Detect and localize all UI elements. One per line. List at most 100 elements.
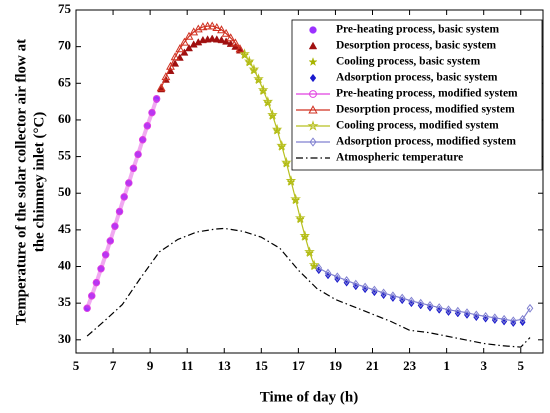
x-tick-label: 5 — [73, 358, 80, 373]
marker — [307, 120, 319, 131]
y-axis-label: the chimney inlet (°C) — [31, 112, 47, 253]
marker — [262, 96, 274, 107]
marker — [482, 311, 489, 321]
marker — [309, 137, 317, 147]
legend-label: Cooling process, basic system — [336, 56, 481, 68]
y-tick-label: 70 — [58, 38, 71, 53]
marker — [445, 305, 452, 315]
marker — [380, 288, 387, 298]
marker — [212, 22, 222, 31]
marker — [184, 31, 194, 40]
marker — [230, 38, 240, 47]
marker — [248, 63, 260, 74]
marker — [143, 122, 152, 130]
marker — [309, 73, 317, 83]
y-tick-label: 40 — [58, 258, 71, 273]
marker — [243, 55, 255, 66]
marker — [175, 44, 185, 53]
marker — [304, 246, 315, 257]
marker — [120, 193, 128, 201]
marker — [156, 83, 166, 92]
marker — [309, 90, 317, 98]
marker — [472, 310, 480, 320]
legend-label: Desorption process, modified system — [336, 104, 515, 116]
legend-label: Atmospheric temperature — [336, 152, 463, 164]
marker — [257, 84, 269, 95]
marker — [308, 41, 318, 50]
legend-label: Adsorption process, basic system — [336, 72, 498, 84]
marker — [179, 37, 189, 46]
marker — [267, 109, 278, 120]
marker — [226, 33, 236, 42]
marker — [106, 237, 115, 245]
marker — [88, 292, 96, 300]
x-tick-label: 19 — [329, 358, 343, 373]
marker — [361, 282, 369, 292]
marker — [111, 222, 119, 230]
marker — [125, 179, 133, 187]
legend-label: Adsorption process, modified system — [336, 136, 516, 148]
marker — [134, 150, 142, 159]
series-line — [318, 267, 531, 322]
marker — [203, 21, 213, 30]
series-line — [85, 98, 159, 310]
x-tick-label: 13 — [218, 358, 232, 373]
legend-label: Cooling process, modified system — [336, 120, 499, 132]
marker — [509, 316, 517, 326]
marker — [97, 264, 105, 273]
y-tick-label: 35 — [58, 294, 72, 309]
marker — [276, 139, 288, 151]
x-tick-label: 1 — [443, 358, 450, 373]
marker — [101, 251, 110, 259]
x-tick-label: 21 — [366, 358, 379, 373]
marker — [235, 44, 245, 53]
x-tick-label: 9 — [147, 358, 154, 373]
legend: Pre-heating process, basic system Desorpt… — [291, 19, 543, 171]
x-tick-label: 3 — [480, 358, 487, 373]
marker — [294, 212, 306, 223]
marker — [253, 73, 264, 84]
x-tick-label: 7 — [110, 358, 117, 373]
y-tick-label: 45 — [58, 221, 72, 236]
marker — [324, 268, 332, 278]
marker — [115, 207, 124, 216]
y-tick-label: 50 — [58, 184, 71, 199]
marker — [208, 34, 217, 42]
marker — [138, 135, 147, 144]
x-tick-label: 23 — [403, 358, 417, 373]
marker — [290, 193, 301, 204]
marker — [212, 35, 221, 43]
marker — [308, 259, 320, 270]
marker — [161, 72, 171, 81]
marker — [333, 272, 341, 282]
marker — [148, 108, 156, 117]
marker — [170, 52, 180, 61]
marker — [417, 298, 425, 308]
marker — [171, 59, 180, 67]
y-tick-label: 55 — [58, 148, 72, 163]
x-tick-label: 15 — [255, 358, 269, 373]
y-tick-label: 75 — [58, 1, 72, 16]
legend-label: Pre-heating process, modified system — [336, 88, 518, 100]
marker — [435, 303, 443, 313]
marker — [398, 293, 406, 303]
marker — [221, 28, 231, 37]
marker — [217, 35, 226, 44]
x-tick-label: 17 — [292, 358, 306, 373]
y-axis-label: Temperature of the solar collector air f… — [13, 39, 29, 325]
marker — [166, 61, 175, 70]
marker — [454, 306, 462, 316]
x-tick-label: 5 — [518, 358, 525, 373]
marker — [315, 263, 323, 273]
x-tick-label: 11 — [181, 358, 193, 373]
series-line — [86, 227, 531, 348]
marker — [207, 21, 217, 30]
marker — [426, 300, 434, 310]
marker — [271, 123, 283, 135]
marker — [217, 25, 226, 34]
y-tick-label: 30 — [58, 331, 71, 346]
marker — [343, 275, 350, 285]
marker — [309, 26, 317, 34]
marker — [239, 48, 250, 59]
